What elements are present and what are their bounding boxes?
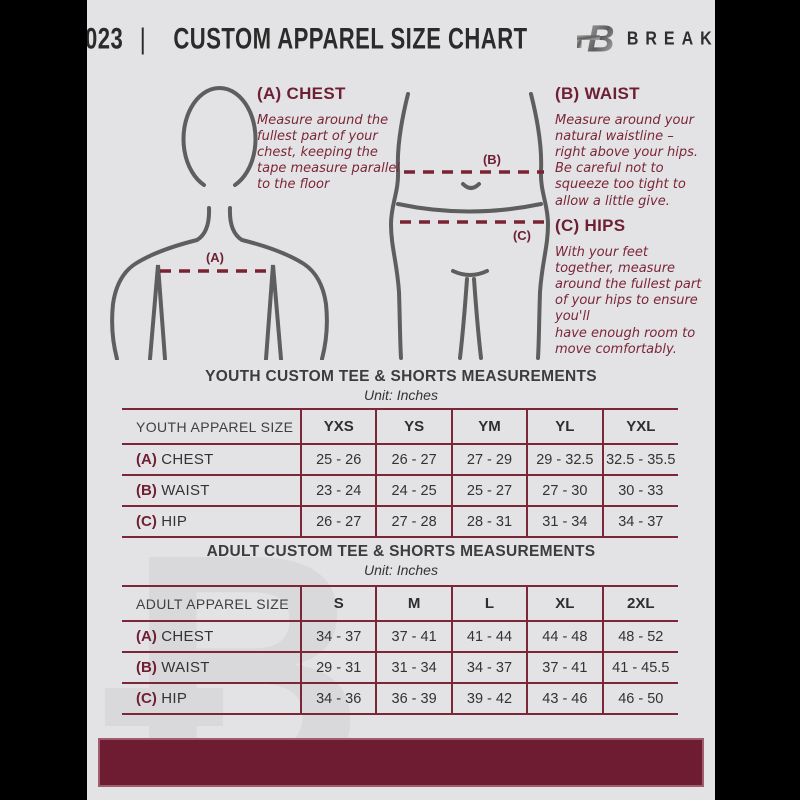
measurement-cell: 31 - 34 bbox=[526, 506, 603, 537]
measurement-cell: 25 - 26 bbox=[299, 444, 377, 475]
hips-line-label: (C) bbox=[513, 228, 531, 243]
waist-hips-measurement-diagram: (B) (C) bbox=[388, 92, 551, 360]
chest-measurement-diagram: (A) bbox=[110, 86, 329, 360]
table-row: (A) CHEST 25 - 26 26 - 27 27 - 29 29 - 3… bbox=[122, 444, 678, 475]
adult-size-col-header: ADULT APPAREL SIZE bbox=[136, 595, 289, 612]
row-prefix: (A) bbox=[136, 627, 157, 645]
measurement-cell: 32.5 - 35.5 bbox=[601, 444, 678, 475]
footer-accent-bar bbox=[98, 738, 704, 787]
measurement-cell: 26 - 27 bbox=[375, 444, 452, 475]
row-label: HIP bbox=[161, 512, 188, 530]
adult-table-title: ADULT CUSTOM TEE & SHORTS MEASUREMENTS bbox=[206, 543, 596, 560]
measurement-cell: 34 - 37 bbox=[450, 652, 528, 683]
adult-table-unit: Unit: Inches bbox=[364, 562, 438, 578]
youth-size-table: YOUTH APPAREL SIZE YXS YS YM YL YXL (A) … bbox=[122, 408, 678, 538]
table-row: (A) CHEST 34 - 37 37 - 41 41 - 44 44 - 4… bbox=[122, 621, 678, 652]
row-prefix: (C) bbox=[136, 512, 157, 530]
hips-instruction: (C) HIPS With your feet together, measur… bbox=[555, 216, 715, 358]
measurement-cell: 30 - 33 bbox=[601, 475, 678, 506]
table-row: (B) WAIST 23 - 24 24 - 25 25 - 27 27 - 3… bbox=[122, 475, 678, 506]
table-row: (C) HIP 26 - 27 27 - 28 28 - 31 31 - 34 … bbox=[122, 506, 678, 537]
measurement-cell: 41 - 44 bbox=[450, 621, 528, 652]
measurement-cell: 39 - 42 bbox=[450, 683, 528, 714]
measurement-cell: 23 - 24 bbox=[299, 475, 377, 506]
adult-size-table: ADULT APPAREL SIZE S M L XL 2XL (A) CHES… bbox=[122, 585, 678, 715]
waist-line-label: (B) bbox=[483, 152, 501, 167]
measurement-cell: 43 - 46 bbox=[526, 683, 603, 714]
hips-instruction-text: With your feet together, measure around … bbox=[555, 245, 702, 357]
size-xl-header: XL bbox=[526, 586, 603, 621]
measurement-cell: 37 - 41 bbox=[375, 621, 452, 652]
size-yxl-header: YXL bbox=[601, 409, 678, 444]
row-prefix: (A) bbox=[136, 450, 157, 468]
measurement-cell: 31 - 34 bbox=[375, 652, 452, 683]
measurement-cell: 37 - 41 bbox=[526, 652, 603, 683]
measurement-cell: 29 - 32.5 bbox=[526, 444, 603, 475]
breakaway-logo-icon: B bbox=[576, 16, 617, 65]
waist-instruction-heading: (B) WAIST bbox=[555, 84, 640, 103]
measurement-cell: 34 - 37 bbox=[299, 621, 377, 652]
measurement-cell: 24 - 25 bbox=[375, 475, 452, 506]
size-ys-header: YS bbox=[375, 409, 452, 444]
brand-name: BREAKAWAY bbox=[626, 29, 715, 50]
size-chart-page: B 2022/2023 | CUSTOM APPAREL SIZE CHART … bbox=[87, 0, 715, 800]
measurement-cell: 44 - 48 bbox=[526, 621, 603, 652]
table-row: (B) WAIST 29 - 31 31 - 34 34 - 37 37 - 4… bbox=[122, 652, 678, 683]
row-prefix: (B) bbox=[136, 658, 157, 676]
row-label: WAIST bbox=[161, 658, 210, 676]
measurement-cell: 46 - 50 bbox=[601, 683, 678, 714]
youth-size-col-header: YOUTH APPAREL SIZE bbox=[136, 418, 294, 435]
row-label: CHEST bbox=[161, 450, 214, 468]
youth-table-title: YOUTH CUSTOM TEE & SHORTS MEASUREMENTS bbox=[205, 368, 597, 385]
measurement-cell: 27 - 29 bbox=[450, 444, 528, 475]
size-yl-header: YL bbox=[526, 409, 603, 444]
size-yxs-header: YXS bbox=[299, 409, 377, 444]
table-header-row: ADULT APPAREL SIZE S M L XL 2XL bbox=[122, 586, 678, 621]
youth-table-unit: Unit: Inches bbox=[364, 387, 438, 403]
measurement-cell: 48 - 52 bbox=[601, 621, 678, 652]
hips-instruction-heading: (C) HIPS bbox=[555, 216, 626, 235]
measurement-cell: 34 - 36 bbox=[299, 683, 377, 714]
table-header-row: YOUTH APPAREL SIZE YXS YS YM YL YXL bbox=[122, 409, 678, 444]
table-row: (C) HIP 34 - 36 36 - 39 39 - 42 43 - 46 … bbox=[122, 683, 678, 714]
size-l-header: L bbox=[450, 586, 528, 621]
measurement-cell: 26 - 27 bbox=[299, 506, 377, 537]
row-label: WAIST bbox=[161, 481, 210, 499]
row-prefix: (C) bbox=[136, 689, 157, 707]
chest-line-label: (A) bbox=[206, 250, 224, 265]
page-title: CUSTOM APPAREL SIZE CHART bbox=[173, 22, 528, 56]
brand-watermark-bar bbox=[105, 688, 223, 726]
measurement-cell: 34 - 37 bbox=[601, 506, 678, 537]
measurement-cell: 27 - 28 bbox=[375, 506, 452, 537]
waist-instruction-text: Measure around your natural waistline – … bbox=[555, 113, 699, 209]
season-label: 2022/2023 bbox=[87, 22, 123, 56]
measurement-cell: 41 - 45.5 bbox=[601, 652, 678, 683]
size-s-header: S bbox=[299, 586, 377, 621]
size-m-header: M bbox=[375, 586, 452, 621]
page-header: 2022/2023 | CUSTOM APPAREL SIZE CHART B … bbox=[87, 17, 715, 60]
measurement-cell: 27 - 30 bbox=[526, 475, 603, 506]
measurement-cell: 36 - 39 bbox=[375, 683, 452, 714]
waist-instruction: (B) WAIST Measure around your natural wa… bbox=[555, 84, 713, 210]
measurement-cell: 25 - 27 bbox=[450, 475, 528, 506]
chest-instruction-heading: (A) CHEST bbox=[257, 84, 346, 103]
row-prefix: (B) bbox=[136, 481, 157, 499]
measurement-cell: 28 - 31 bbox=[450, 506, 528, 537]
measurement-cell: 29 - 31 bbox=[299, 652, 377, 683]
header-divider: | bbox=[139, 23, 146, 56]
chest-instruction-text: Measure around the fullest part of your … bbox=[257, 113, 400, 193]
size-2xl-header: 2XL bbox=[601, 586, 678, 621]
row-label: CHEST bbox=[161, 627, 214, 645]
chest-instruction: (A) CHEST Measure around the fullest par… bbox=[257, 84, 409, 194]
row-label: HIP bbox=[161, 689, 188, 707]
size-ym-header: YM bbox=[450, 409, 528, 444]
